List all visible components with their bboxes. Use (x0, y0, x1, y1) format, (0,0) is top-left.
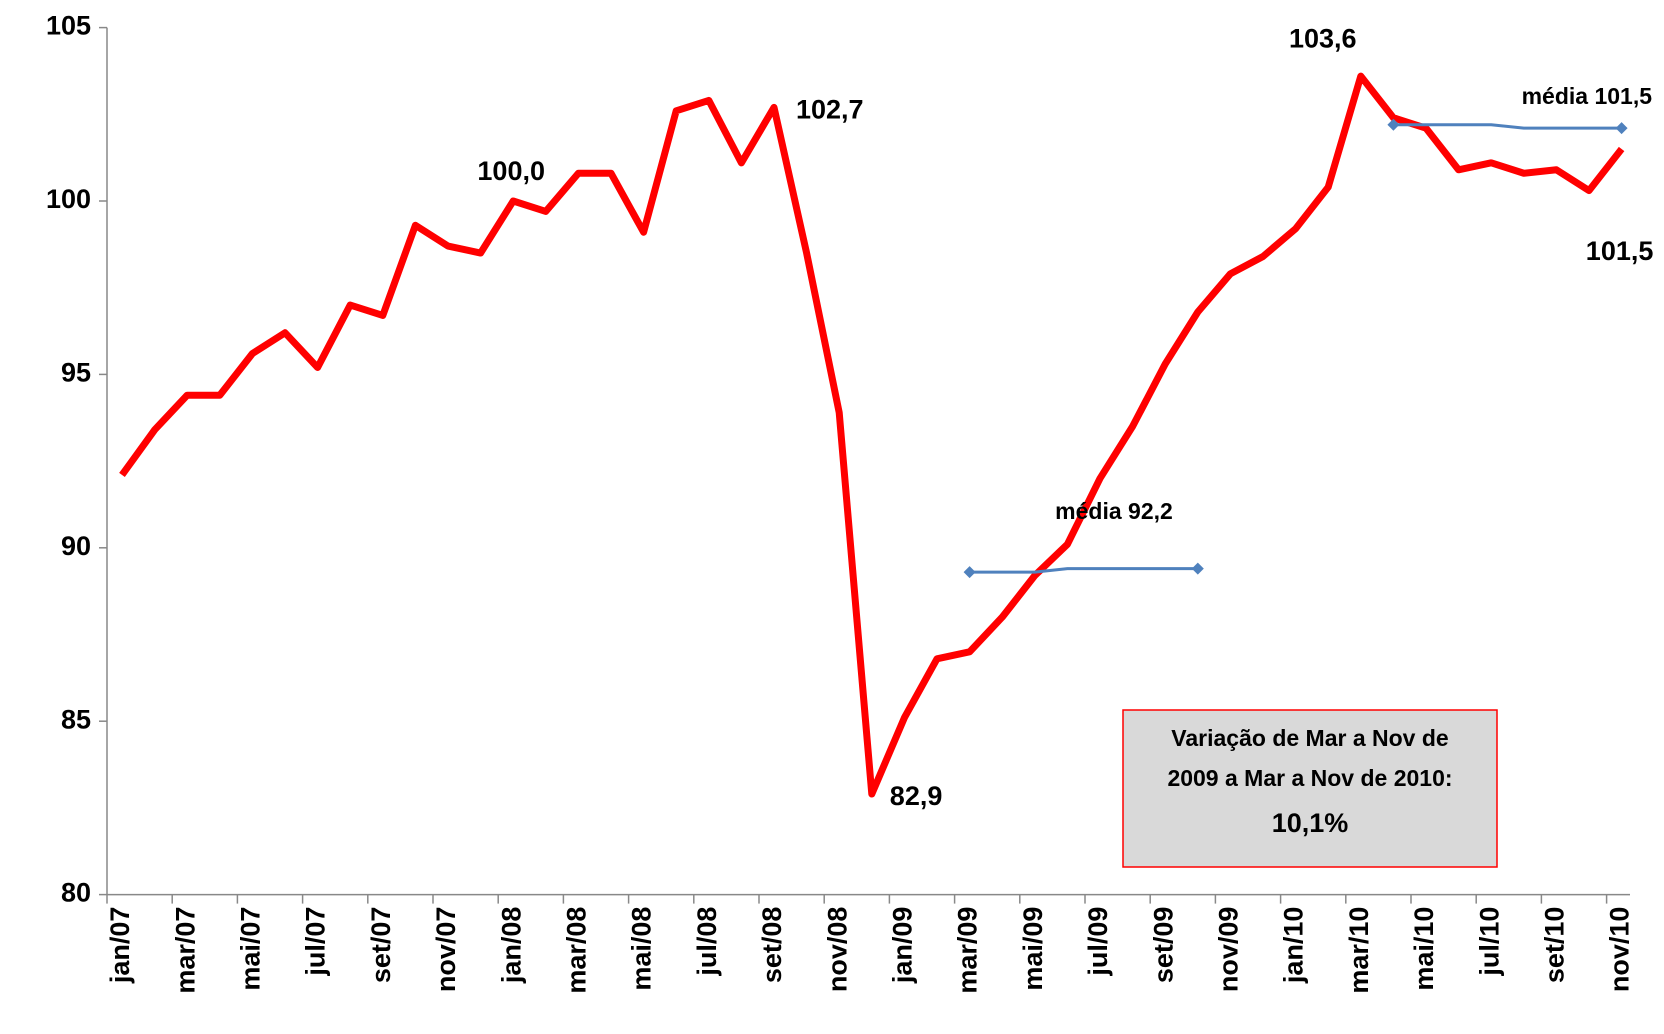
annotation-value: 10,1% (1272, 808, 1349, 838)
x-tick-label: mar/10 (1344, 907, 1374, 994)
average-line (969, 567, 1198, 574)
annotation-text: 2009 a Mar a Nov de 2010: (1167, 765, 1452, 791)
x-tick-label: jul/10 (1474, 907, 1504, 977)
annotation-box: Variação de Mar a Nov de 2009 a Mar a No… (1122, 709, 1498, 868)
x-tick-label: jan/09 (888, 907, 918, 985)
data-label: 102,7 (796, 94, 864, 124)
x-tick-label: mai/08 (627, 907, 657, 991)
x-tick-label: nov/09 (1214, 907, 1244, 993)
data-label: 100,0 (477, 156, 545, 186)
x-tick-label: mar/09 (953, 907, 983, 994)
x-tick-label: mar/07 (170, 907, 200, 994)
y-tick-label: 85 (61, 704, 91, 734)
x-tick-label: set/08 (757, 907, 787, 984)
x-tick-label: nov/08 (822, 907, 852, 993)
y-tick-label: 90 (61, 531, 91, 561)
x-tick-label: jan/07 (105, 907, 135, 985)
average-marker (963, 566, 976, 579)
x-tick-label: jul/07 (301, 907, 331, 977)
x-tick-label: mar/08 (562, 907, 592, 994)
average-line (1393, 123, 1622, 130)
data-line (119, 72, 1625, 798)
y-tick-label: 105 (46, 11, 91, 41)
y-tick-label: 95 (61, 358, 91, 388)
x-tick-label: set/09 (1148, 907, 1178, 984)
x-tick-label: nov/07 (431, 907, 461, 993)
y-tick-label: 80 (61, 878, 91, 908)
average-marker (1387, 118, 1400, 131)
x-tick-label: jan/08 (496, 907, 526, 985)
x-tick-label: mai/09 (1018, 907, 1048, 991)
x-tick-label: jul/08 (692, 907, 722, 977)
x-tick-label: jan/10 (1279, 907, 1309, 985)
average-label: média 101,5 (1522, 83, 1653, 109)
data-label: 82,9 (890, 781, 943, 811)
average-marker (1615, 122, 1628, 135)
x-tick-label: jul/09 (1083, 907, 1113, 977)
average-label: média 92,2 (1055, 498, 1173, 524)
y-tick-label: 100 (46, 184, 91, 214)
x-tick-label: mai/07 (236, 907, 266, 991)
x-tick-label: nov/10 (1605, 907, 1635, 993)
average-marker (1191, 562, 1204, 575)
x-tick-label: set/10 (1540, 907, 1570, 984)
annotation-text: Variação de Mar a Nov de (1171, 725, 1448, 751)
data-label: 103,6 (1289, 23, 1357, 53)
x-tick-label: mai/10 (1409, 907, 1439, 991)
annotation-box-bg (1122, 709, 1498, 868)
x-tick-label: set/07 (366, 907, 396, 984)
data-label: 101,5 (1586, 236, 1654, 266)
